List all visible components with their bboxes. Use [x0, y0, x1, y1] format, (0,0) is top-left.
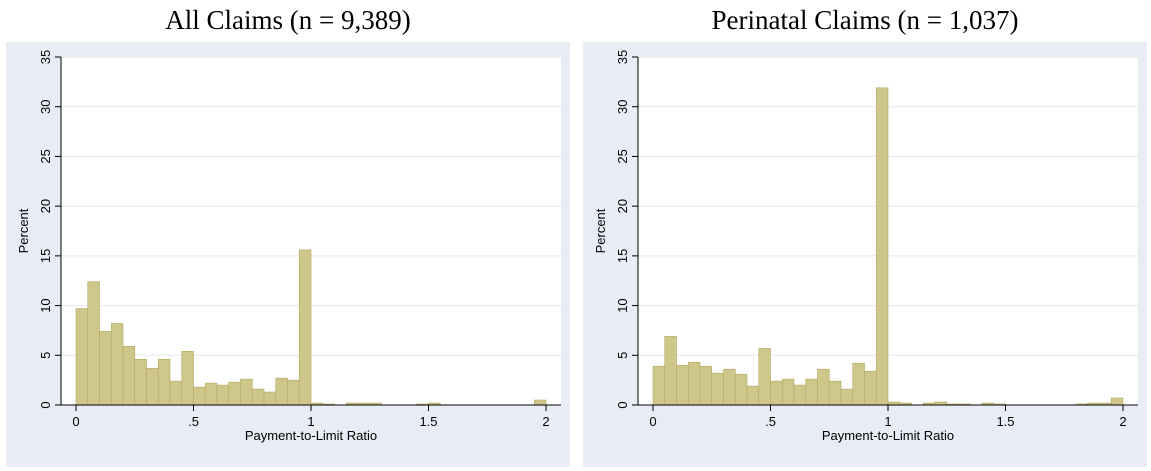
x-axis-title: Payment-to-Limit Ratio	[822, 428, 954, 443]
histogram-bar	[193, 386, 206, 406]
histogram-bar	[852, 362, 865, 406]
histogram-bar	[1110, 397, 1124, 406]
histogram-perinatal-claims: 0 5 10 15 20 25 30 35 0 .5 1 1.5 2 Payment-to-Limit R…	[583, 42, 1147, 467]
histogram-bar	[240, 378, 253, 406]
histogram-bar	[146, 367, 159, 406]
histogram-bar	[664, 336, 677, 406]
histogram-bar	[875, 87, 889, 406]
histogram-bar	[110, 323, 124, 406]
y-tick-label: 5	[38, 352, 53, 359]
y-tick-label: 25	[615, 149, 630, 163]
histogram-bar	[216, 384, 230, 406]
x-tick-label: 1	[884, 414, 891, 429]
y-tick-label: 25	[38, 149, 53, 163]
histogram-bar	[287, 379, 300, 406]
histogram-bar	[770, 380, 783, 406]
histogram-bar	[228, 381, 241, 406]
histogram-bar	[122, 346, 136, 406]
histogram-bar	[828, 380, 842, 406]
y-tick-label: 15	[38, 249, 53, 263]
histogram-bar	[263, 391, 277, 406]
histogram-bar	[746, 385, 760, 406]
histogram-bar	[251, 388, 265, 406]
x-tick-label: .5	[188, 414, 199, 429]
x-tick-label: 1	[307, 414, 314, 429]
histogram-bar	[840, 388, 854, 406]
y-tick-label: 35	[38, 50, 53, 64]
y-tick-label: 30	[615, 99, 630, 113]
x-tick-label: 0	[649, 414, 656, 429]
histogram-bar	[75, 308, 89, 406]
y-tick-label: 35	[615, 50, 630, 64]
histogram-bar	[758, 348, 771, 406]
histogram-bar	[533, 399, 547, 406]
histogram-bar	[711, 372, 724, 406]
histogram-bar	[99, 331, 112, 406]
histogram-bar	[157, 358, 171, 406]
histogram-bar	[817, 368, 830, 406]
y-tick-label: 30	[38, 99, 53, 113]
y-tick-label: 10	[615, 298, 630, 312]
y-tick-label: 5	[615, 352, 630, 359]
histogram-bar	[676, 364, 689, 406]
x-tick-label: 1.5	[419, 414, 437, 429]
histogram-bar	[793, 384, 807, 406]
histogram-bar	[181, 351, 194, 406]
histogram-all-claims: 0 5 10 15 20 25 30 35 0 .5 1 1.5 2 Payment-to-Limit R…	[6, 42, 570, 467]
histogram-bar	[805, 378, 818, 406]
histogram-bar	[781, 378, 795, 406]
histogram-bar	[734, 373, 748, 406]
x-tick-label: 2	[1119, 414, 1126, 429]
histogram-bar	[699, 365, 713, 406]
histogram-bar	[864, 370, 877, 406]
chart-title-all-claims: All Claims (n = 9,389)	[165, 5, 411, 35]
histogram-bar	[87, 281, 100, 406]
y-tick-label: 15	[615, 249, 630, 263]
histogram-bar	[204, 382, 218, 406]
histogram-bar	[275, 377, 288, 406]
y-tick-label: 20	[615, 199, 630, 213]
histogram-bar	[169, 380, 183, 406]
histogram-bar	[134, 358, 147, 406]
histogram-bar	[687, 361, 701, 406]
x-tick-label: .5	[765, 414, 776, 429]
histogram-bar	[298, 249, 312, 406]
y-tick-label: 0	[615, 401, 630, 408]
histogram-bar	[652, 365, 666, 406]
y-axis-title: Percent	[593, 208, 608, 253]
histogram-bar	[723, 368, 736, 406]
x-tick-label: 1.5	[996, 414, 1014, 429]
y-tick-label: 0	[38, 401, 53, 408]
y-tick-label: 20	[38, 199, 53, 213]
x-tick-label: 2	[542, 414, 549, 429]
y-tick-label: 10	[38, 298, 53, 312]
y-axis-title: Percent	[16, 208, 31, 253]
x-tick-label: 0	[72, 414, 79, 429]
chart-title-perinatal-claims: Perinatal Claims (n = 1,037)	[711, 5, 1019, 35]
x-axis-title: Payment-to-Limit Ratio	[245, 428, 377, 443]
